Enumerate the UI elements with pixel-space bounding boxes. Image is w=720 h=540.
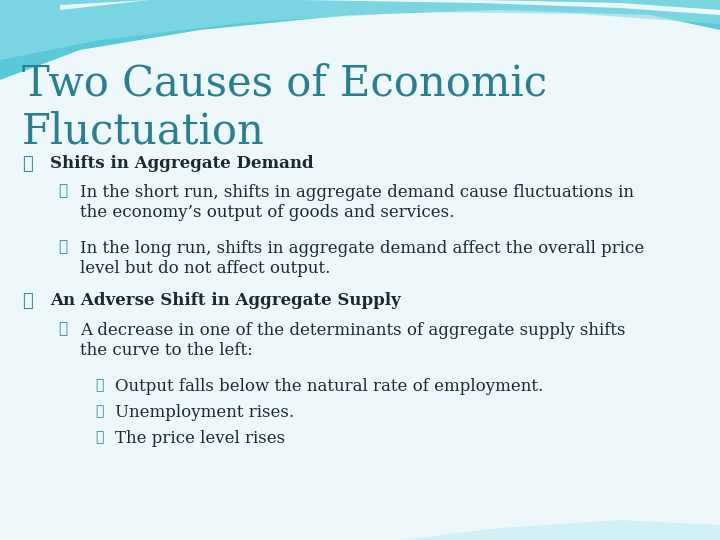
Text: level but do not affect output.: level but do not affect output. bbox=[80, 260, 330, 277]
Polygon shape bbox=[0, 0, 720, 60]
Polygon shape bbox=[60, 0, 720, 15]
Text: ❧: ❧ bbox=[58, 240, 67, 254]
Text: A decrease in one of the determinants of aggregate supply shifts: A decrease in one of the determinants of… bbox=[80, 322, 626, 339]
Text: An Adverse Shift in Aggregate Supply: An Adverse Shift in Aggregate Supply bbox=[50, 292, 401, 309]
Text: In the long run, shifts in aggregate demand affect the overall price: In the long run, shifts in aggregate dem… bbox=[80, 240, 644, 257]
Text: Shifts in Aggregate Demand: Shifts in Aggregate Demand bbox=[50, 155, 314, 172]
Text: Fluctuation: Fluctuation bbox=[22, 110, 265, 152]
Text: ❧: ❧ bbox=[58, 184, 67, 198]
Text: Two Causes of Economic: Two Causes of Economic bbox=[22, 62, 547, 104]
Text: Unemployment rises.: Unemployment rises. bbox=[115, 404, 294, 421]
Text: the curve to the left:: the curve to the left: bbox=[80, 342, 253, 359]
Polygon shape bbox=[400, 520, 720, 540]
Text: ❧: ❧ bbox=[95, 378, 104, 392]
Text: In the short run, shifts in aggregate demand cause fluctuations in: In the short run, shifts in aggregate de… bbox=[80, 184, 634, 201]
Text: ❧: ❧ bbox=[58, 322, 67, 336]
Text: ❧: ❧ bbox=[95, 430, 104, 444]
Text: The price level rises: The price level rises bbox=[115, 430, 285, 447]
Text: Output falls below the natural rate of employment.: Output falls below the natural rate of e… bbox=[115, 378, 544, 395]
Text: ❧: ❧ bbox=[22, 292, 32, 310]
Polygon shape bbox=[0, 0, 720, 80]
Text: the economy’s output of goods and services.: the economy’s output of goods and servic… bbox=[80, 204, 454, 221]
Text: ❧: ❧ bbox=[22, 155, 32, 173]
Text: ❧: ❧ bbox=[95, 404, 104, 418]
